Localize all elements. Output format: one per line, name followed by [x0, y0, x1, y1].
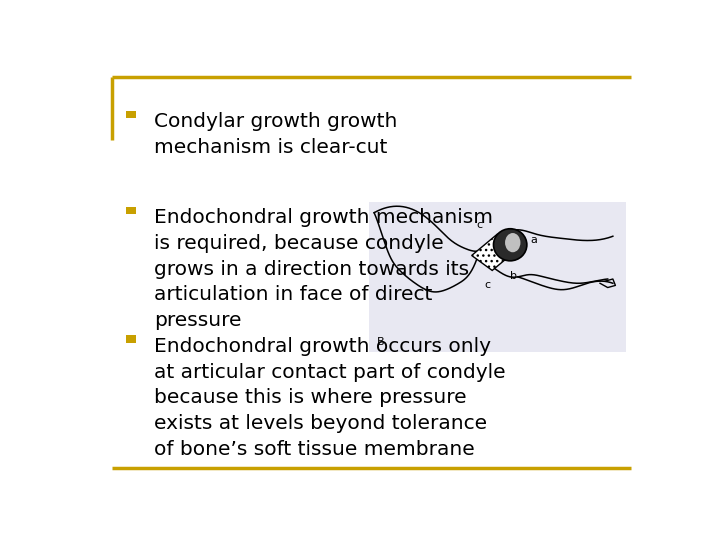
Bar	[126, 335, 136, 343]
Text: Endochondral growth mechanism
is required, because condyle
grows in a direction : Endochondral growth mechanism is require…	[154, 208, 493, 330]
Bar	[369, 202, 626, 352]
Bar	[126, 111, 136, 118]
Text: Endochondral growth occurs only
at articular contact part of condyle
because thi: Endochondral growth occurs only at artic…	[154, 337, 505, 459]
Text: Condylar growth growth
mechanism is clear-cut: Condylar growth growth mechanism is clea…	[154, 112, 397, 157]
Bar	[126, 207, 136, 214]
